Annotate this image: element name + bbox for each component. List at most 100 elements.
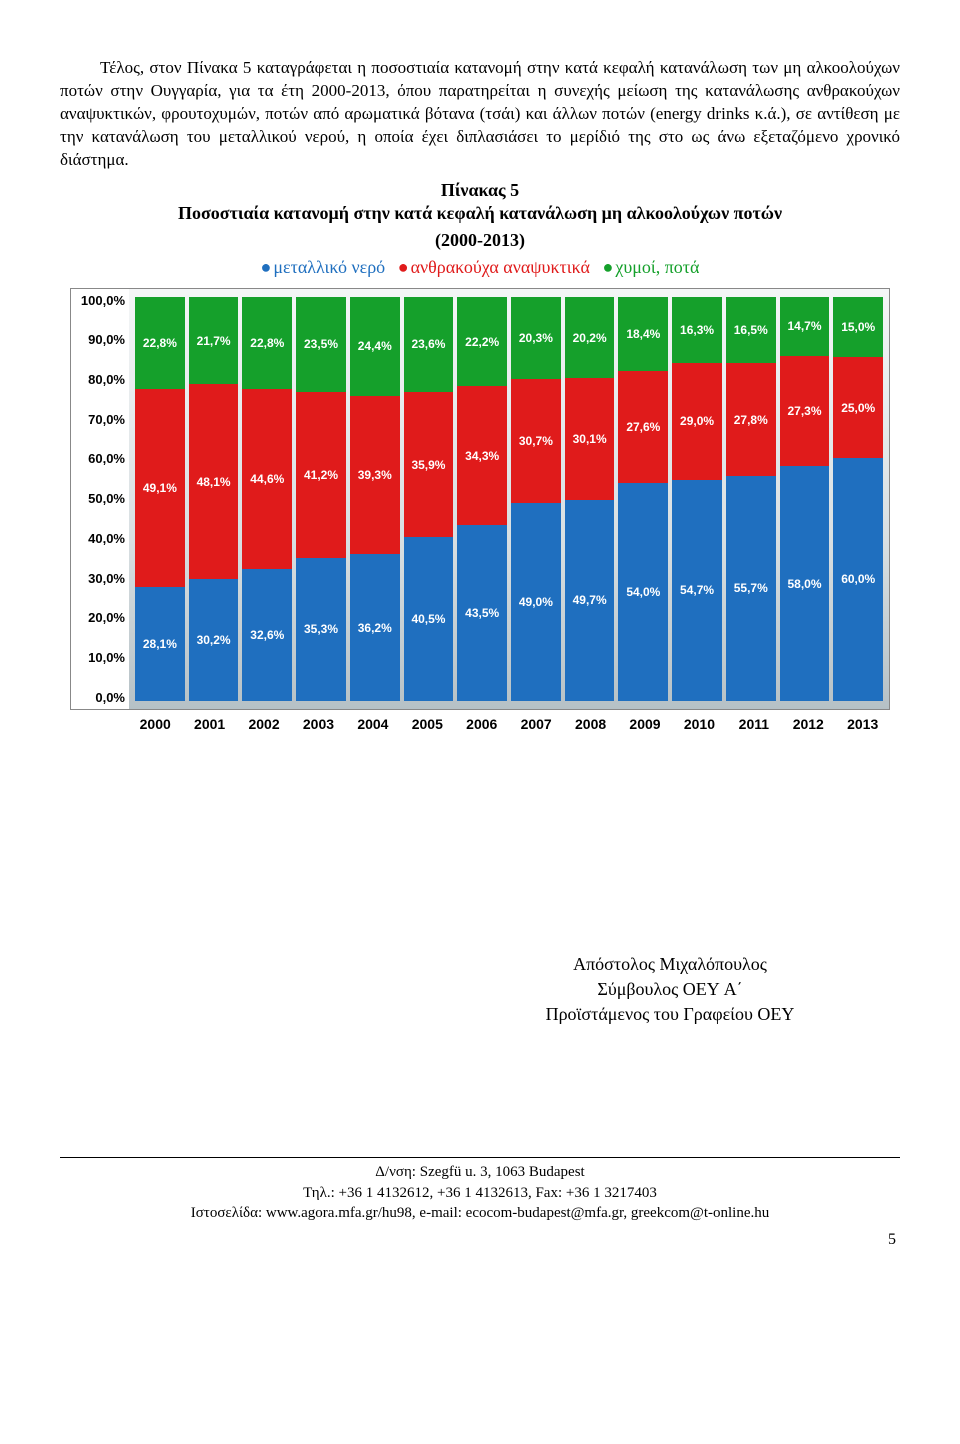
bar-segment-water: 30,2% [189, 579, 239, 701]
bar-segment-juice: 22,2% [457, 297, 507, 387]
legend-item: ●μεταλλικό νερό [261, 257, 386, 277]
x-tick: 2011 [727, 716, 781, 732]
x-tick: 2005 [400, 716, 454, 732]
bar: 35,3%41,2%23,5% [296, 297, 346, 701]
bar-segment-water: 40,5% [404, 537, 454, 701]
bar: 30,2%48,1%21,7% [189, 297, 239, 701]
y-tick: 80,0% [71, 372, 125, 387]
y-tick: 60,0% [71, 451, 125, 466]
bar-segment-juice: 22,8% [135, 297, 185, 389]
legend-item: ●ανθρακούχα αναψυκτικά [398, 257, 590, 277]
bar-segment-water: 43,5% [457, 525, 507, 701]
bar-segment-soda: 29,0% [672, 363, 722, 480]
bar-segment-water: 36,2% [350, 554, 400, 700]
bar: 28,1%49,1%22,8% [135, 297, 185, 701]
bar-segment-water: 58,0% [780, 466, 830, 700]
signature-role: Προϊστάμενος του Γραφείου ΟΕΥ [440, 1002, 900, 1027]
bar-segment-soda: 39,3% [350, 396, 400, 555]
y-tick: 70,0% [71, 412, 125, 427]
x-tick: 2009 [618, 716, 672, 732]
bar-segment-soda: 27,6% [618, 371, 668, 483]
bar: 43,5%34,3%22,2% [457, 297, 507, 701]
bar: 58,0%27,3%14,7% [780, 297, 830, 701]
y-tick: 30,0% [71, 571, 125, 586]
bar-segment-soda: 30,1% [565, 378, 615, 500]
signature-title: Σύμβουλος ΟΕΥ A΄ [440, 977, 900, 1002]
bar-segment-soda: 27,8% [726, 363, 776, 475]
chart-subtitle-1: Ποσοστιαία κατανομή στην κατά κεφαλή κατ… [60, 203, 900, 224]
legend-label: ανθρακούχα αναψυκτικά [411, 257, 590, 277]
footer-phone: Τηλ.: +36 1 4132612, +36 1 4132613, Fax:… [60, 1183, 900, 1203]
bar-segment-water: 35,3% [296, 558, 346, 701]
bar: 40,5%35,9%23,6% [404, 297, 454, 701]
x-axis: 2000200120022003200420052006200720082009… [70, 716, 890, 732]
bar-segment-water: 49,0% [511, 503, 561, 701]
bar-segment-water: 49,7% [565, 500, 615, 701]
bar-segment-juice: 16,3% [672, 297, 722, 363]
chart-subtitle-2: (2000-2013) [60, 230, 900, 251]
y-tick: 0,0% [71, 690, 125, 705]
bar-segment-water: 55,7% [726, 476, 776, 701]
bar-segment-soda: 34,3% [457, 386, 507, 525]
legend-bullet-icon: ● [398, 257, 409, 277]
bar: 60,0%25,0%15,0% [833, 297, 883, 701]
intro-paragraph: Τέλος, στον Πίνακα 5 καταγράφεται η ποσο… [60, 57, 900, 172]
bar-segment-water: 54,0% [618, 483, 668, 701]
bar-segment-soda: 30,7% [511, 379, 561, 503]
bar-segment-soda: 41,2% [296, 392, 346, 558]
chart-legend: ●μεταλλικό νερό ●ανθρακούχα αναψυκτικά ●… [60, 257, 900, 278]
bar-segment-juice: 21,7% [189, 297, 239, 385]
bar-segment-water: 60,0% [833, 458, 883, 700]
bar-segment-water: 28,1% [135, 587, 185, 701]
x-tick: 2006 [455, 716, 509, 732]
bar-segment-juice: 23,6% [404, 297, 454, 392]
bar-segment-juice: 15,0% [833, 297, 883, 358]
x-tick: 2002 [237, 716, 291, 732]
bar: 54,7%29,0%16,3% [672, 297, 722, 701]
chart-title: Πίνακας 5 [60, 180, 900, 201]
bar: 49,0%30,7%20,3% [511, 297, 561, 701]
footer-address: Δ/νση: Szegfü u. 3, 1063 Budapest [60, 1162, 900, 1182]
x-tick: 2013 [835, 716, 889, 732]
bar-segment-soda: 27,3% [780, 356, 830, 466]
x-tick: 2012 [781, 716, 835, 732]
x-tick: 2004 [346, 716, 400, 732]
x-tick: 2008 [563, 716, 617, 732]
y-tick: 90,0% [71, 332, 125, 347]
x-tick: 2007 [509, 716, 563, 732]
footer-web: Ιστοσελίδα: www.agora.mfa.gr/hu98, e-mai… [60, 1203, 900, 1223]
y-tick: 50,0% [71, 491, 125, 506]
legend-label: χυμοί, ποτά [615, 257, 699, 277]
bar-segment-soda: 48,1% [189, 384, 239, 578]
bar-segment-soda: 25,0% [833, 357, 883, 458]
legend-item: ●χυμοί, ποτά [602, 257, 699, 277]
legend-bullet-icon: ● [602, 257, 613, 277]
bar-segment-juice: 23,5% [296, 297, 346, 392]
bar-segment-juice: 20,2% [565, 297, 615, 379]
x-tick: 2010 [672, 716, 726, 732]
x-tick: 2001 [182, 716, 236, 732]
bar-segment-juice: 18,4% [618, 297, 668, 371]
bar-segment-juice: 14,7% [780, 297, 830, 356]
y-tick: 10,0% [71, 650, 125, 665]
y-tick: 20,0% [71, 610, 125, 625]
bar-segment-juice: 24,4% [350, 297, 400, 396]
bar: 54,0%27,6%18,4% [618, 297, 668, 701]
x-tick: 2003 [291, 716, 345, 732]
y-tick: 40,0% [71, 531, 125, 546]
bars-area: 28,1%49,1%22,8%30,2%48,1%21,7%32,6%44,6%… [129, 289, 889, 709]
bar-segment-juice: 20,3% [511, 297, 561, 379]
bar-segment-water: 54,7% [672, 480, 722, 701]
bar-segment-water: 32,6% [242, 569, 292, 701]
bar: 32,6%44,6%22,8% [242, 297, 292, 701]
bar: 36,2%39,3%24,4% [350, 297, 400, 701]
legend-label: μεταλλικό νερό [273, 257, 385, 277]
bar-segment-juice: 16,5% [726, 297, 776, 364]
bar-segment-soda: 35,9% [404, 392, 454, 537]
y-tick: 100,0% [71, 293, 125, 308]
page-footer: Δ/νση: Szegfü u. 3, 1063 Budapest Τηλ.: … [60, 1157, 900, 1223]
signature-name: Απόστολος Μιχαλόπουλος [440, 952, 900, 977]
bar: 49,7%30,1%20,2% [565, 297, 615, 701]
page-number: 5 [60, 1231, 900, 1249]
bar: 55,7%27,8%16,5% [726, 297, 776, 701]
